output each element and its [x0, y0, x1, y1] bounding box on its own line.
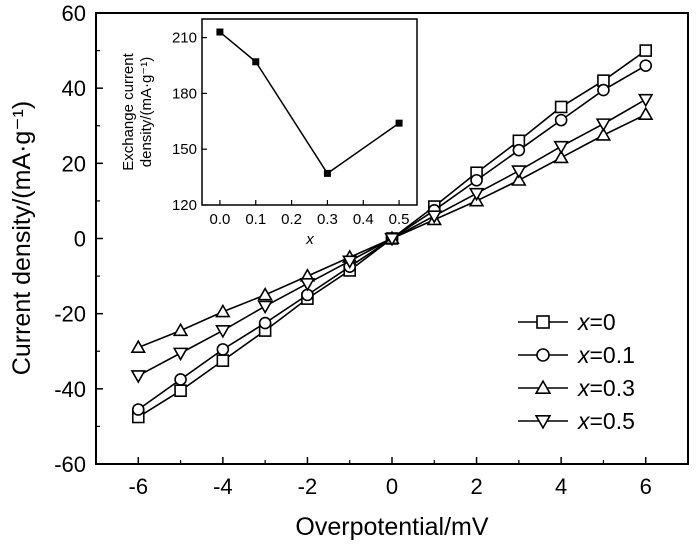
data-point — [468, 187, 485, 202]
legend-label-value: =0 — [590, 309, 616, 335]
inset-x-tick-label: 0.0 — [209, 211, 230, 228]
data-point — [470, 173, 483, 187]
data-point — [384, 232, 400, 247]
data-point — [553, 140, 569, 155]
main-series — [130, 44, 654, 424]
inset-y-axis-title-line-2: density/(mA·g⁻¹) — [138, 57, 155, 167]
data-point — [554, 100, 568, 114]
legend-label-var: x — [577, 408, 591, 434]
data-point — [595, 118, 612, 132]
inset-chart: 0.0 0.1 0.2 0.3 0.4 0.5 120 150 180 210 x Exchang… — [120, 18, 418, 248]
legend-label-value: =0.3 — [590, 375, 635, 401]
legend: x=0x=0.1x=0.3x=0.5 — [518, 309, 635, 434]
inset-y-tick-label: 150 — [172, 141, 197, 158]
data-point — [215, 303, 231, 318]
legend-marker — [536, 348, 550, 362]
inset-x-tick-label: 0.3 — [317, 211, 338, 228]
inset-frame — [201, 18, 418, 206]
data-point — [597, 83, 610, 97]
main-y-axis-title: Current density/(mA·g⁻¹) — [8, 101, 36, 375]
main-x-axis-title: Overpotential/mV — [295, 513, 488, 541]
y-tick-label: -60 — [54, 452, 86, 477]
inset-series-line — [219, 31, 400, 175]
data-point — [257, 286, 273, 301]
legend-label: x=0.3 — [577, 375, 635, 401]
data-point — [174, 373, 187, 386]
y-tick-label: 0 — [74, 227, 86, 252]
data-point — [216, 354, 230, 367]
data-point — [130, 370, 146, 384]
data-point — [257, 300, 273, 315]
inset-x-axis-title: x — [305, 231, 314, 248]
data-point — [638, 106, 654, 121]
inset-data-point — [252, 58, 260, 66]
inset-series — [216, 28, 403, 177]
inset-x-tick-label: 0.1 — [245, 211, 266, 228]
legend-label: x=0 — [577, 309, 616, 335]
legend-marker — [534, 379, 552, 394]
inset-y-tick-label: 120 — [172, 197, 197, 214]
data-point — [426, 210, 442, 224]
data-point — [172, 322, 189, 337]
series-triangle-down — [130, 93, 654, 384]
inset-y-axis-title-line-1: Exchange current — [120, 52, 137, 170]
legend-label-value: =0.5 — [590, 408, 635, 434]
inset-y-tick-label: 180 — [172, 85, 197, 102]
data-point — [638, 93, 654, 108]
data-point — [131, 403, 145, 416]
y-tick-label: -20 — [54, 302, 86, 327]
y-tick-label: 60 — [62, 1, 86, 26]
data-point — [299, 278, 316, 292]
data-point — [554, 113, 568, 127]
inset-x-tick-label: 0.5 — [389, 211, 410, 228]
data-point — [130, 339, 146, 354]
legend-marker — [536, 315, 550, 329]
data-point — [639, 59, 653, 72]
inset-data-point — [216, 28, 224, 36]
x-tick-label: 2 — [470, 474, 482, 499]
legend-label-var: x — [577, 342, 591, 368]
data-point — [511, 172, 527, 186]
x-tick-label: 4 — [555, 474, 567, 499]
inset-x-tick-label: 0.4 — [353, 211, 374, 228]
legend-label: x=0.1 — [577, 342, 635, 368]
data-point — [553, 149, 569, 164]
y-tick-label: 40 — [62, 76, 86, 101]
inset-data-point — [395, 119, 403, 127]
y-tick-label: 20 — [62, 151, 86, 176]
legend-item: x=0 — [518, 309, 616, 335]
x-tick-label: -2 — [298, 474, 318, 499]
inset-ticks: 0.0 0.1 0.2 0.3 0.4 0.5 120 150 180 210 — [172, 30, 410, 228]
legend-label-value: =0.1 — [590, 342, 635, 368]
x-tick-label: 0 — [386, 474, 398, 499]
inset-x-tick-label: 0.2 — [281, 211, 302, 228]
data-point — [511, 165, 527, 179]
inset-data-point — [323, 169, 331, 177]
legend-item: x=0.5 — [518, 408, 635, 434]
legend-item: x=0.1 — [518, 342, 635, 368]
data-point — [172, 347, 189, 362]
legend-marker — [534, 415, 552, 430]
legend-item: x=0.3 — [518, 375, 635, 401]
data-point — [595, 127, 612, 141]
x-tick-label: -6 — [129, 474, 149, 499]
inset-y-tick-label: 210 — [172, 30, 197, 47]
y-tick-label: -40 — [54, 377, 86, 402]
legend-label: x=0.5 — [577, 408, 635, 434]
legend-label-var: x — [577, 375, 591, 401]
data-point — [342, 255, 358, 269]
data-point — [215, 325, 231, 339]
data-point — [174, 384, 187, 398]
legend-label-var: x — [577, 309, 591, 335]
data-point — [512, 143, 526, 157]
data-point — [258, 316, 272, 330]
data-point — [639, 44, 653, 57]
data-point — [216, 343, 230, 356]
x-tick-label: 6 — [640, 474, 652, 499]
x-tick-label: -4 — [213, 474, 233, 499]
